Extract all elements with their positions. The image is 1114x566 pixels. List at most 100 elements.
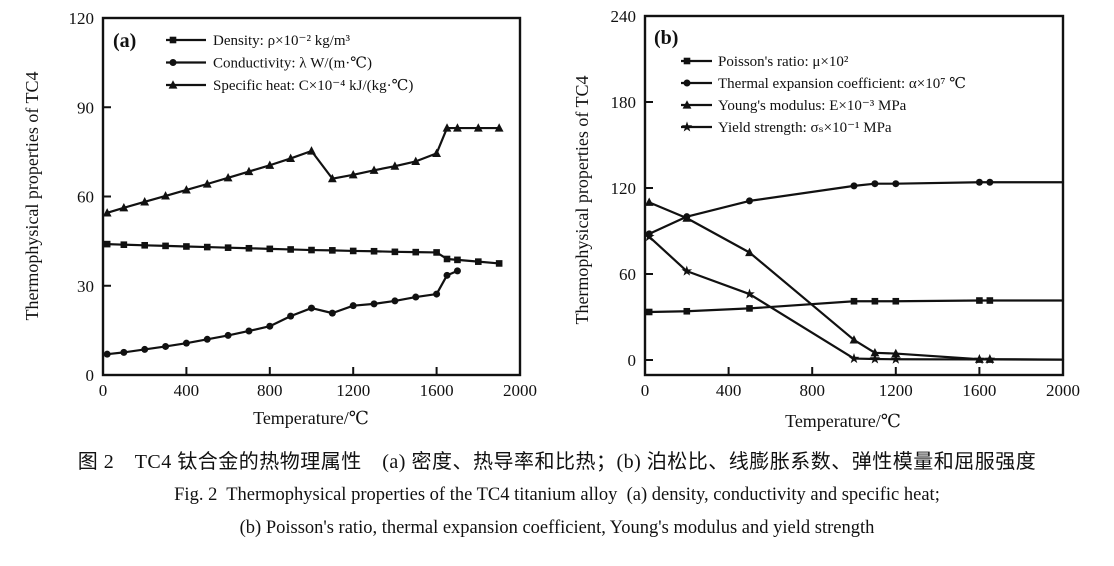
data-point-marker-square	[141, 241, 148, 249]
data-point-marker-square	[683, 307, 691, 315]
data-point-marker-square	[645, 308, 653, 316]
series-line	[648, 181, 1065, 235]
data-point-marker-square	[976, 297, 983, 304]
data-point-marker-square	[370, 247, 378, 255]
data-point-marker-triangle	[849, 335, 859, 344]
data-point-marker-circle	[287, 312, 295, 320]
y-tick-label: 240	[611, 7, 637, 26]
data-point-marker-circle	[120, 348, 128, 356]
data-point-marker-square	[103, 240, 111, 248]
legend-label: Specific heat: C×10⁻⁴ kJ/(kg·℃)	[213, 78, 413, 94]
y-tick-label: 60	[77, 188, 94, 207]
x-tick-label: 1200	[879, 381, 913, 400]
data-point-marker-square	[683, 57, 691, 65]
data-point-marker-star	[848, 352, 860, 364]
data-point-marker-circle	[203, 335, 211, 343]
data-point-marker-triangle	[494, 123, 504, 132]
data-point-marker-circle	[391, 297, 399, 305]
plot-border	[643, 14, 1065, 377]
data-point-marker-circle	[746, 197, 753, 205]
data-point-marker-triangle	[442, 123, 452, 132]
legend-label: Conductivity: λ W/(m·℃)	[213, 56, 372, 72]
data-point-marker-circle	[443, 271, 451, 279]
data-point-marker-circle	[412, 293, 420, 301]
y-tick-label: 120	[611, 179, 637, 198]
data-point-marker-triangle	[168, 80, 178, 89]
data-point-marker-square	[308, 246, 315, 254]
data-point-marker-star	[643, 231, 655, 242]
data-point-marker-triangle	[119, 203, 129, 212]
chart-panel-a: 0 400 800 1200 1600 2000 0 30 60 90 120 Temperature…	[22, 9, 537, 428]
x-tick-label: 400	[174, 381, 200, 400]
figure-caption: 图 2 TC4 钛合金的热物理属性 (a) 密度、热导率和比热；(b) 泊松比、…	[0, 446, 1114, 545]
data-point-marker-star	[681, 265, 693, 276]
data-point-marker-square	[986, 297, 994, 304]
data-point-marker-circle	[141, 345, 149, 353]
data-point-marker-triangle	[473, 123, 483, 132]
data-point-marker-star	[744, 288, 755, 299]
data-point-marker-circle	[892, 180, 900, 188]
data-point-marker-circle	[308, 304, 315, 312]
data-point-marker-square	[266, 245, 274, 253]
data-point-marker-square	[495, 260, 503, 267]
data-point-marker-star	[869, 353, 881, 364]
x-tick-label: 2000	[1046, 381, 1080, 400]
y-tick-label: 60	[619, 265, 636, 284]
y-tick-label: 0	[628, 351, 637, 370]
data-point-marker-circle	[433, 290, 441, 298]
caption-line-zh: 图 2 TC4 钛合金的热物理属性 (a) 密度、热导率和比热；(b) 泊松比、…	[77, 451, 1037, 473]
data-point-marker-triangle	[182, 185, 191, 194]
data-point-marker-square	[349, 247, 357, 255]
x-tick-label: 0	[641, 381, 650, 400]
data-point-marker-square	[850, 297, 858, 305]
data-point-marker-star	[890, 353, 902, 364]
data-point-marker-triangle	[682, 100, 692, 109]
data-point-marker-square	[391, 248, 399, 256]
data-point-marker-square	[433, 249, 440, 256]
data-point-marker-triangle	[870, 348, 880, 357]
y-axis-title: Thermophysical properties of TC4	[22, 71, 42, 320]
data-point-marker-circle	[182, 339, 190, 347]
legend-label: Thermal expansion coefficient: α×10⁷ ℃	[718, 76, 966, 92]
y-axis-title: Thermophysical properties of TC4	[572, 75, 592, 324]
data-point-marker-circle	[850, 182, 858, 190]
data-point-marker-circle	[224, 331, 232, 339]
y-tick-label: 180	[611, 93, 637, 112]
data-point-marker-triangle	[390, 161, 400, 170]
x-tick-label: 800	[257, 381, 283, 400]
data-point-marker-circle	[683, 79, 691, 87]
data-point-marker-square	[443, 255, 451, 263]
x-tick-label: 800	[799, 381, 825, 400]
panel-label: (b)	[654, 27, 678, 49]
data-point-marker-triangle	[453, 123, 462, 132]
panel-label: (a)	[113, 30, 136, 52]
data-point-marker-square	[329, 247, 336, 254]
data-point-marker-star	[974, 353, 985, 364]
data-point-marker-triangle	[327, 173, 337, 183]
data-point-marker-square	[287, 246, 294, 253]
data-point-marker-circle	[103, 350, 111, 358]
y-tick-label: 90	[77, 98, 94, 117]
x-axis-title: Temperature/℃	[253, 408, 369, 428]
caption-line-en-1: Fig. 2 Thermophysical properties of the …	[174, 485, 940, 505]
data-point-marker-square	[245, 244, 253, 252]
data-point-marker-triangle	[265, 160, 275, 169]
data-point-marker-circle	[349, 302, 357, 310]
data-point-marker-triangle	[244, 166, 254, 176]
data-point-marker-square	[746, 305, 753, 312]
y-tick-label: 120	[69, 9, 95, 28]
data-point-marker-circle	[370, 300, 378, 308]
series-line	[106, 126, 501, 214]
data-point-marker-triangle	[432, 148, 441, 157]
x-tick-label: 2000	[503, 381, 537, 400]
data-point-marker-circle	[328, 309, 336, 317]
legend-label: Density: ρ×10⁻² kg/m³	[213, 33, 351, 49]
x-tick-label: 400	[716, 381, 742, 400]
data-point-marker-square	[224, 244, 232, 251]
data-point-marker-circle	[453, 267, 461, 275]
chart-panel-b: 0 400 800 1200 1600 2000 0 60 120 180 240 Temperatu…	[572, 7, 1080, 431]
y-tick-label: 0	[86, 366, 95, 385]
data-point-marker-square	[892, 297, 900, 305]
data-point-marker-square	[120, 241, 128, 248]
data-point-marker-circle	[245, 327, 253, 335]
